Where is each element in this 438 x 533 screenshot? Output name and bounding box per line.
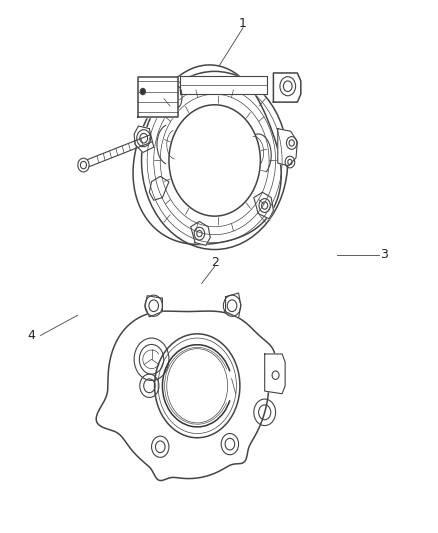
Polygon shape xyxy=(191,221,210,245)
Circle shape xyxy=(141,71,288,249)
Circle shape xyxy=(155,334,240,438)
Polygon shape xyxy=(133,65,281,245)
Text: 2: 2 xyxy=(211,256,219,269)
Polygon shape xyxy=(180,76,267,94)
Text: 4: 4 xyxy=(27,329,35,342)
Polygon shape xyxy=(96,311,275,481)
Polygon shape xyxy=(254,192,273,219)
Text: 3: 3 xyxy=(381,248,389,261)
Polygon shape xyxy=(273,73,301,102)
Polygon shape xyxy=(145,296,162,317)
Text: 1: 1 xyxy=(239,17,247,30)
Circle shape xyxy=(140,88,145,95)
Polygon shape xyxy=(138,77,178,117)
Polygon shape xyxy=(134,126,154,152)
Polygon shape xyxy=(149,176,169,200)
Polygon shape xyxy=(226,293,241,318)
Polygon shape xyxy=(278,128,297,166)
Circle shape xyxy=(169,105,260,216)
Polygon shape xyxy=(265,354,285,394)
